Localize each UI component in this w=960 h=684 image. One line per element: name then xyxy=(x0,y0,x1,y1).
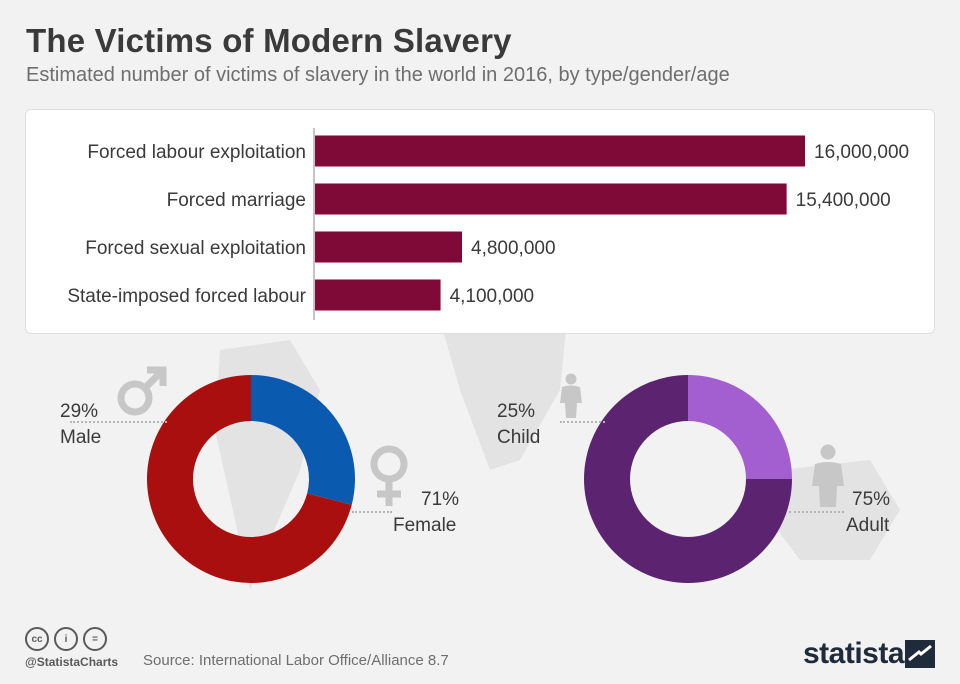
adult-figure-icon xyxy=(812,444,844,507)
adult-label: 75% Adult xyxy=(846,487,890,539)
donut-slice-male xyxy=(251,375,355,505)
male-text: Male xyxy=(60,427,102,448)
child-figure-icon xyxy=(560,373,582,418)
child-percent: 25% xyxy=(497,401,536,422)
adult-text: Adult xyxy=(846,515,890,536)
bar-forced-sexual-exploitation xyxy=(315,231,462,263)
male-leader-line xyxy=(70,421,167,423)
bar-label-forced-labour-exploitation: Forced labour exploitation xyxy=(87,142,306,163)
source-note: Source: International Labor Office/Allia… xyxy=(143,652,449,669)
cc-icon[interactable]: cc xyxy=(25,627,49,651)
child-label: 25% Child xyxy=(497,399,540,451)
adult-percent: 75% xyxy=(852,489,891,510)
chart-title: The Victims of Modern Slavery xyxy=(26,22,512,59)
twitter-handle[interactable]: @StatistaCharts xyxy=(25,655,119,669)
nd-icon[interactable]: = xyxy=(83,627,107,651)
bar-chart-panel: Forced labour exploitation 16,000,000 Forc… xyxy=(25,109,935,334)
statista-logo-text[interactable]: statista xyxy=(803,637,905,670)
female-label: 71% Female xyxy=(393,487,459,539)
female-text: Female xyxy=(393,515,457,536)
male-percent: 29% xyxy=(60,401,99,422)
bar-forced-labour-exploitation xyxy=(315,135,805,167)
gender-donut-chart xyxy=(147,375,355,583)
female-percent: 71% xyxy=(421,489,460,510)
female-symbol-icon xyxy=(370,445,408,506)
child-text: Child xyxy=(497,427,541,448)
bar-label-state-imposed-forced-labour: State-imposed forced labour xyxy=(67,286,306,307)
adult-leader-line xyxy=(789,511,844,513)
donut-slice-adult xyxy=(584,375,792,583)
license-icons: cc i = xyxy=(25,627,107,651)
chart-subtitle: Estimated number of victims of slavery i… xyxy=(26,64,730,86)
age-donut-chart xyxy=(584,375,792,583)
donut-slice-child xyxy=(688,375,792,479)
bar-label-forced-marriage: Forced marriage xyxy=(167,190,306,211)
bar-chart: Forced labour exploitation 16,000,000 Forc… xyxy=(67,128,909,320)
by-icon[interactable]: i xyxy=(54,627,78,651)
statista-logo-icon[interactable] xyxy=(905,640,935,668)
bar-value-forced-marriage: 15,400,000 xyxy=(796,190,891,211)
bar-label-forced-sexual-exploitation: Forced sexual exploitation xyxy=(85,238,306,259)
male-label: 29% Male xyxy=(60,399,101,451)
donut-slice-female xyxy=(147,375,352,583)
bar-value-state-imposed-forced-labour: 4,100,000 xyxy=(450,286,535,307)
bar-forced-marriage xyxy=(315,183,787,215)
bar-value-forced-sexual-exploitation: 4,800,000 xyxy=(471,238,556,259)
female-leader-line xyxy=(352,511,392,513)
male-symbol-icon xyxy=(117,366,167,416)
child-leader-line xyxy=(560,421,605,423)
bar-state-imposed-forced-labour xyxy=(315,279,441,311)
bar-value-forced-labour-exploitation: 16,000,000 xyxy=(814,142,909,163)
